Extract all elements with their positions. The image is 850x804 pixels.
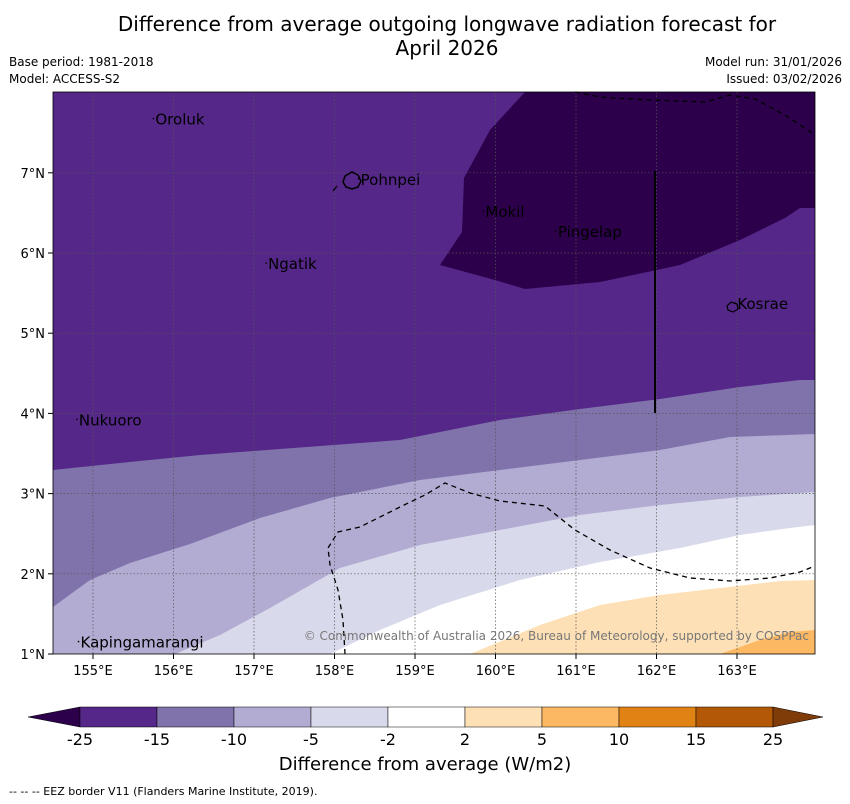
place-label-mokil: Mokil bbox=[485, 203, 524, 221]
colorbar-label: Difference from average (W/m2) bbox=[278, 754, 572, 775]
colorbar-segment bbox=[79, 706, 158, 728]
meta-left: Base period: 1981-2018 Model: ACCESS-S2 bbox=[9, 54, 154, 88]
island-marker bbox=[152, 117, 155, 120]
colorbar-tick-label: -10 bbox=[221, 730, 247, 749]
anomaly-band-plus-2-to-plus-5 bbox=[470, 580, 815, 654]
lon-tick-label: 159°E bbox=[395, 664, 435, 679]
anomaly-band-minus-25 bbox=[440, 92, 815, 289]
eez-border-south bbox=[327, 482, 816, 655]
lon-tick-label: 162°E bbox=[637, 664, 677, 679]
colorbar-extend-low bbox=[27, 706, 81, 728]
island-marker bbox=[555, 230, 557, 232]
lat-tick-label: 7°N bbox=[21, 167, 46, 182]
place-labels: Oroluk Pohnpei Mokil Pingelap Ngatik Kosrae Nu… bbox=[76, 111, 788, 652]
lon-tick-label: 163°E bbox=[717, 664, 757, 679]
lat-tick-label: 1°N bbox=[21, 648, 46, 663]
chart-title: Difference from average outgoing longwav… bbox=[0, 12, 850, 60]
place-label-ngatik: Ngatik bbox=[268, 255, 317, 273]
island-marker bbox=[734, 302, 737, 304]
colorbar-extend-high bbox=[772, 706, 824, 728]
place-label-kosrae: Kosrae bbox=[737, 295, 788, 313]
lon-tick-label: 157°E bbox=[234, 664, 274, 679]
eez-border-north bbox=[574, 91, 816, 136]
colorbar-segment bbox=[387, 706, 466, 728]
title-line-2: April 2026 bbox=[395, 36, 499, 60]
colorbar-segment bbox=[464, 706, 543, 728]
island-marker bbox=[482, 210, 485, 212]
place-label-oroluk: Oroluk bbox=[155, 111, 204, 129]
island-marker bbox=[265, 262, 267, 264]
graticule bbox=[53, 92, 815, 654]
model-run: Model run: 31/01/2026 bbox=[704, 55, 842, 69]
lat-tick-label: 3°N bbox=[21, 488, 46, 503]
colorbar-segment bbox=[695, 706, 774, 728]
colorbar-tick-label: 15 bbox=[686, 730, 706, 749]
anomaly-band-plus-5-to-plus-10 bbox=[720, 630, 815, 654]
map-area bbox=[53, 92, 815, 654]
place-label-pingelap: Pingelap bbox=[558, 223, 622, 241]
lon-tick-label: 160°E bbox=[476, 664, 516, 679]
lon-tick-label: 155°E bbox=[73, 664, 113, 679]
colorbar-tick-label: -25 bbox=[67, 730, 93, 749]
axis-ticks: 155°E 156°E 157°E 158°E 159°E 160°E 161°E 162°E… bbox=[21, 167, 757, 679]
place-label-kapingamarangi: Kapingamarangi bbox=[81, 634, 204, 652]
island-marker bbox=[77, 640, 80, 643]
kosrae-island bbox=[726, 301, 739, 313]
model-name: Model: ACCESS-S2 bbox=[9, 72, 121, 86]
island-marker bbox=[357, 178, 360, 180]
lon-tick-label: 156°E bbox=[154, 664, 194, 679]
lat-tick-label: 6°N bbox=[21, 247, 46, 262]
colorbar-tick-label: 5 bbox=[537, 730, 547, 749]
map-frame bbox=[52, 91, 816, 655]
base-period: Base period: 1981-2018 bbox=[9, 55, 154, 69]
colorbar-tick-label: 25 bbox=[763, 730, 783, 749]
place-label-pohnpei: Pohnpei bbox=[361, 171, 421, 189]
meta-right: Model run: 31/01/2026 Issued: 03/02/2026 bbox=[705, 54, 842, 88]
eez-footnote: -- -- -- EEZ border V11 (Flanders Marine… bbox=[9, 785, 318, 798]
issued-date: Issued: 03/02/2026 bbox=[726, 72, 842, 86]
colorbar: -25 -15 -10 -5 -2 2 5 10 15 25 bbox=[27, 706, 824, 749]
colorbar-tick-label: -15 bbox=[144, 730, 170, 749]
place-label-nukuoro: Nukuoro bbox=[79, 411, 142, 429]
colorbar-segment bbox=[310, 706, 389, 728]
colorbar-segment bbox=[541, 706, 620, 728]
colorbar-segment bbox=[156, 706, 235, 728]
pohnpei-island bbox=[342, 171, 362, 190]
colorbar-segment bbox=[618, 706, 697, 728]
copyright-notice: © Commonwealth of Australia 2026, Bureau… bbox=[304, 629, 809, 643]
colorbar-tick-label: -5 bbox=[303, 730, 319, 749]
title-line-1: Difference from average outgoing longwav… bbox=[117, 12, 777, 36]
lon-tick-label: 161°E bbox=[556, 664, 596, 679]
lat-tick-label: 2°N bbox=[21, 568, 46, 583]
island-marker bbox=[76, 418, 78, 421]
colorbar-tick-label: -2 bbox=[380, 730, 396, 749]
colorbar-tick-label: 10 bbox=[609, 730, 629, 749]
colorbar-segment bbox=[233, 706, 312, 728]
eez-border-west-pohnpei bbox=[332, 185, 338, 192]
lon-tick-label: 158°E bbox=[315, 664, 355, 679]
lat-tick-label: 5°N bbox=[21, 327, 46, 342]
colorbar-tick-label: 2 bbox=[460, 730, 470, 749]
lat-tick-label: 4°N bbox=[21, 407, 46, 422]
